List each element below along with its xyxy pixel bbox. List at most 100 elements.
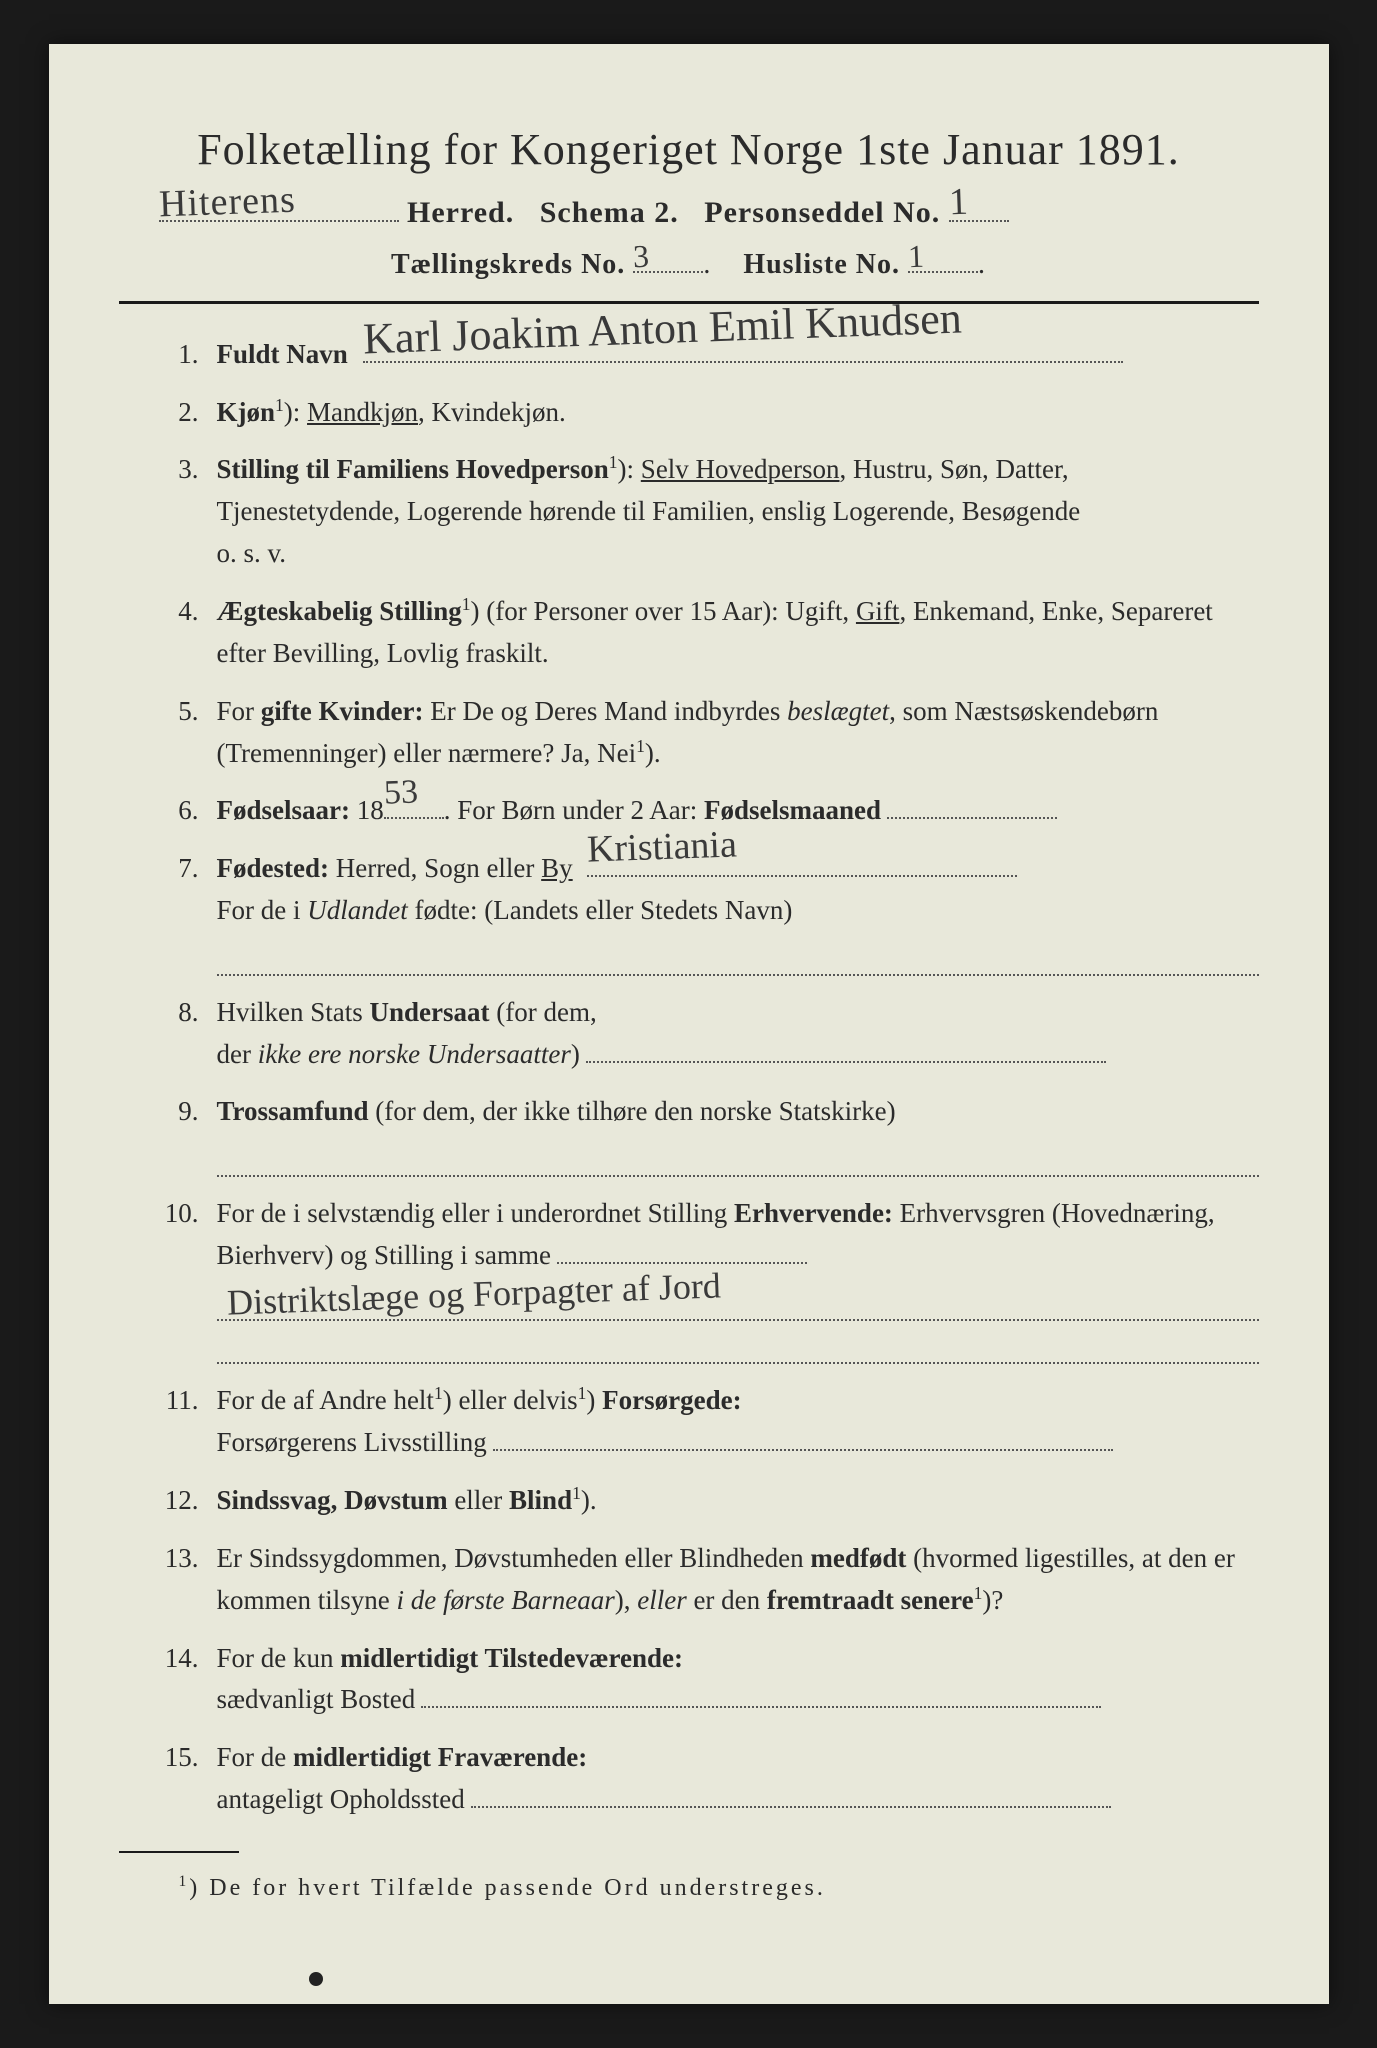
text: Herred, Sogn eller	[329, 853, 541, 883]
item-num: 1.	[139, 334, 217, 376]
form-title: Folketælling for Kongeriget Norge 1ste J…	[119, 124, 1259, 175]
footnote-text: ) De for hvert Tilfælde passende Ord und…	[189, 1875, 826, 1901]
item-12: 12. Sindssvag, Døvstum eller Blind1).	[139, 1480, 1259, 1522]
dotted-line	[217, 1325, 1259, 1365]
text: ),	[615, 1585, 638, 1615]
text: For de i selvstændig eller i underordnet…	[217, 1198, 734, 1228]
text: ) eller delvis	[443, 1385, 578, 1415]
text: ):	[618, 454, 641, 484]
text: For de kun	[217, 1643, 341, 1673]
item-7: 7. Fødested: Herred, Sogn eller By Krist…	[139, 848, 1259, 975]
text: der	[217, 1039, 258, 1069]
selv-hoved-underlined: Selv Hovedperson	[641, 454, 840, 484]
dotted-line	[217, 936, 1259, 976]
husliste-label: Husliste No.	[743, 249, 900, 280]
item-num: 9.	[139, 1091, 217, 1177]
kjon-label: Kjøn	[217, 397, 276, 427]
item-num: 13.	[139, 1538, 217, 1622]
text: 18	[350, 795, 384, 825]
item-num: 3.	[139, 449, 217, 575]
udlandet-italic: Udlandet	[307, 895, 408, 925]
item-num: 6.	[139, 790, 217, 832]
text: )	[571, 1039, 580, 1069]
item-14: 14. For de kun midlertidigt Tilstedevære…	[139, 1638, 1259, 1722]
item-num: 12.	[139, 1480, 217, 1522]
medfodt-label: medfødt	[810, 1543, 906, 1573]
item-num: 7.	[139, 848, 217, 975]
page-wrap: Folketælling for Kongeriget Norge 1ste J…	[0, 0, 1377, 2048]
birthplace-handwritten: Kristiania	[586, 816, 738, 880]
item-13: 13. Er Sindssygdommen, Døvstumheden elle…	[139, 1538, 1259, 1622]
husliste-no: 1	[907, 238, 925, 276]
sup: 1	[434, 1383, 443, 1403]
item-num: 4.	[139, 591, 217, 675]
text: For de af Andre helt	[217, 1385, 434, 1415]
herred-label: Herred.	[407, 196, 514, 229]
item-num: 15.	[139, 1737, 217, 1821]
item-4: 4. Ægteskabelig Stilling1) (for Personer…	[139, 591, 1259, 675]
eller-italic: eller	[637, 1585, 686, 1615]
item-num: 14.	[139, 1638, 217, 1722]
ikke-norske-italic: ikke ere norske Undersaatter	[258, 1039, 571, 1069]
trossamfund-label: Trossamfund	[217, 1096, 369, 1126]
stilling-label: Stilling til Familiens Hovedperson	[217, 454, 609, 484]
text: For	[217, 696, 261, 726]
kreds-no: 3	[633, 238, 651, 276]
by-underlined: By	[541, 853, 573, 883]
personseddel-label: Personseddel No.	[704, 196, 940, 229]
census-form: Folketælling for Kongeriget Norge 1ste J…	[49, 44, 1329, 2004]
item-num: 8.	[139, 992, 217, 1076]
kreds-label: Tællingskreds No.	[391, 249, 625, 280]
fuldt-navn-label: Fuldt Navn	[217, 339, 348, 369]
name-handwritten: Karl Joakim Anton Emil Knudsen	[362, 284, 963, 373]
aegteskab-label: Ægteskabelig Stilling	[217, 596, 462, 626]
tilstedevaer-label: midlertidigt Tilstedeværende:	[340, 1643, 683, 1673]
header-line-2: Tællingskreds No. 3 . Husliste No. 1 .	[119, 240, 1259, 281]
ink-spot	[309, 1972, 323, 1986]
item-9: 9. Trossamfund (for dem, der ikke tilhør…	[139, 1091, 1259, 1177]
forsorgede-label: Forsørgede:	[602, 1385, 741, 1415]
gift-underlined: Gift	[856, 596, 900, 626]
text: , Kvindekjøn.	[418, 397, 566, 427]
footnote-sup: 1	[179, 1873, 190, 1890]
text: eller	[448, 1485, 509, 1515]
item-num: 10.	[139, 1193, 217, 1364]
sup: 1	[636, 736, 645, 756]
bosted-text: sædvanligt Bosted	[217, 1684, 416, 1714]
year-handwritten: 53	[383, 766, 419, 820]
text: For de	[217, 1742, 294, 1772]
item-num: 5.	[139, 691, 217, 775]
item-5: 5. For gifte Kvinder: Er De og Deres Man…	[139, 691, 1259, 775]
opholdssted-text: antageligt Opholdssted	[217, 1784, 465, 1814]
item-11: 11. For de af Andre helt1) eller delvis1…	[139, 1380, 1259, 1464]
item-3: 3. Stilling til Familiens Hovedperson1):…	[139, 449, 1259, 575]
fremtraadt-label: fremtraadt senere	[767, 1585, 974, 1615]
fodested-label: Fødested:	[217, 853, 329, 883]
item-2: 2. Kjøn1): Mandkjøn, Kvindekjøn.	[139, 392, 1259, 434]
item-num: 2.	[139, 392, 217, 434]
sindssvag-label: Sindssvag, Døvstum	[217, 1485, 448, 1515]
text: ) (for Personer over 15 Aar): Ugift,	[471, 596, 856, 626]
text: ).	[581, 1485, 597, 1515]
dotted-line: Distriktslæge og Forpagter af Jord	[217, 1281, 1259, 1321]
blind-label: Blind	[509, 1485, 572, 1515]
sup: 1	[609, 452, 618, 472]
form-items: 1. Fuldt Navn Karl Joakim Anton Emil Knu…	[139, 334, 1259, 1821]
item-8: 8. Hvilken Stats Undersaat (for dem, der…	[139, 992, 1259, 1076]
gifte-kvinder-label: gifte Kvinder:	[261, 696, 424, 726]
schema-label: Schema 2.	[540, 196, 679, 229]
undersaat-label: Undersaat	[370, 997, 490, 1027]
herred-handwritten: Hiterens	[158, 178, 296, 227]
sup: 1	[275, 395, 284, 415]
text: er den	[687, 1585, 767, 1615]
erhvervende-label: Erhvervende:	[734, 1198, 893, 1228]
item-1: 1. Fuldt Navn Karl Joakim Anton Emil Knu…	[139, 334, 1259, 376]
text: fødte: (Landets eller Stedets Navn)	[408, 895, 793, 925]
beslaegtet-italic: beslægtet	[787, 696, 889, 726]
barneaar-italic: i de første Barneaar	[396, 1585, 614, 1615]
personseddel-no: 1	[948, 180, 970, 225]
text: ).	[645, 738, 661, 768]
dotted-line	[217, 1137, 1259, 1177]
mandkjon-underlined: Mandkjøn	[307, 397, 418, 427]
text: (for dem,	[490, 997, 597, 1027]
